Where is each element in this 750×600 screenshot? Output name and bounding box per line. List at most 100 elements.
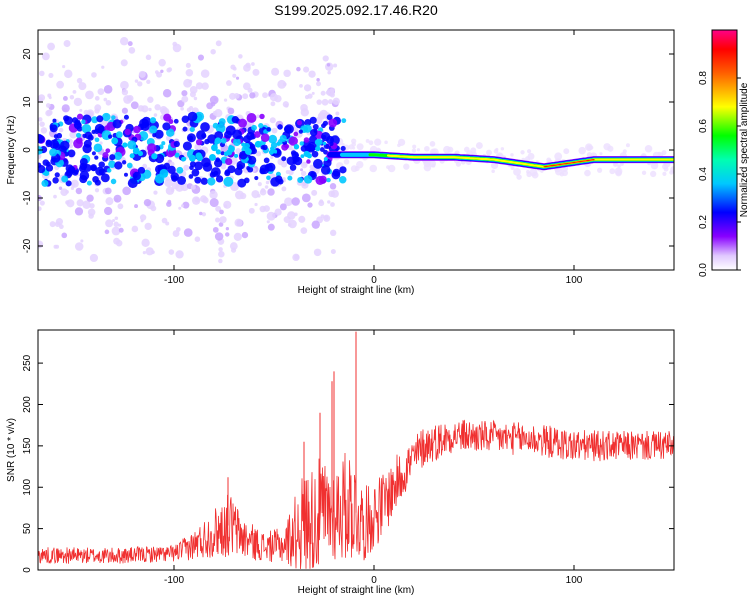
- signal-blob: [133, 125, 141, 134]
- signal-blob: [65, 180, 72, 187]
- noise-blob: [185, 62, 191, 68]
- noise-blob: [105, 219, 114, 228]
- signal-blob: [215, 149, 221, 155]
- noise-blob: [181, 90, 188, 97]
- ridge-band: [386, 154, 674, 168]
- signal-blob: [200, 177, 208, 185]
- colorbar-ticks: 0.0 0.2 0.4 0.6 0.8: [698, 71, 741, 277]
- signal-blob: [196, 154, 203, 162]
- noise-blob: [330, 202, 335, 207]
- signal-blob: [129, 153, 135, 159]
- colorbar-gradient: [712, 30, 737, 270]
- noise-blob: [154, 104, 161, 111]
- signal-blob: [247, 166, 254, 173]
- signal-blob: [341, 118, 347, 124]
- noise-blob: [142, 251, 146, 255]
- signal-blob: [319, 147, 325, 152]
- signal-blob: [214, 140, 219, 145]
- signal-blob: [266, 175, 271, 181]
- noise-blob: [225, 232, 230, 237]
- signal-blob: [319, 175, 327, 184]
- signal-blob: [176, 166, 184, 174]
- noise-blob: [267, 223, 275, 231]
- noise-blob: [316, 81, 321, 87]
- noise-blob: [241, 231, 249, 239]
- noise-blob: [146, 79, 151, 84]
- noise-blob: [158, 58, 166, 67]
- colorbar-frame: [711, 29, 738, 271]
- signal-blob: [304, 118, 312, 127]
- noise-blob: [235, 76, 240, 80]
- spectrogram-y-tick-label: 0: [22, 147, 33, 153]
- snr-panel: -100 0 100 0 50 100 150 200 250 Height of straig…: [6, 329, 675, 596]
- signal-blob: [188, 174, 194, 179]
- noise-blob: [172, 230, 180, 237]
- signal-blob: [175, 152, 180, 158]
- noise-blob: [311, 189, 318, 196]
- noise-blob: [82, 200, 91, 209]
- spectrogram-x-tick-label: -100: [164, 275, 184, 286]
- noise-blob: [256, 114, 260, 119]
- noise-blob: [238, 54, 243, 59]
- signal-blob: [127, 178, 138, 189]
- noise-blob: [233, 232, 242, 241]
- noise-blob: [64, 69, 73, 79]
- signal-blob: [127, 140, 137, 150]
- signal-blob: [213, 159, 223, 168]
- noise-blob: [375, 147, 381, 152]
- noise-blob: [319, 109, 329, 119]
- noise-blob: [662, 171, 667, 176]
- snr-line: [38, 419, 674, 569]
- snr-y-tick-label: 0: [22, 567, 33, 573]
- noise-blob: [281, 186, 287, 192]
- noise-blob: [134, 79, 139, 83]
- signal-blob: [75, 137, 83, 144]
- noise-blob: [49, 221, 56, 228]
- noise-blob: [62, 96, 68, 101]
- noise-blob: [121, 89, 129, 96]
- noise-blob: [175, 250, 184, 259]
- noise-blob: [56, 80, 65, 89]
- noise-blob: [307, 93, 313, 99]
- noise-blob: [147, 96, 154, 103]
- noise-blob: [134, 204, 138, 209]
- noise-blob: [291, 197, 300, 206]
- signal-blob: [182, 156, 187, 161]
- noise-blob: [350, 165, 358, 173]
- noise-blob: [97, 88, 105, 95]
- noise-blob: [219, 216, 227, 224]
- noise-blob: [189, 106, 194, 111]
- signal-blob: [270, 146, 275, 151]
- signal-blob: [91, 129, 96, 134]
- noise-blob: [303, 66, 310, 73]
- signal-blob: [52, 142, 61, 151]
- noise-blob: [101, 65, 105, 69]
- noise-blob: [85, 90, 94, 100]
- signal-blob: [309, 129, 318, 137]
- signal-blob: [81, 119, 86, 125]
- noise-blob: [300, 227, 308, 234]
- signal-blob: [339, 176, 347, 184]
- signal-blob: [149, 125, 158, 134]
- noise-blob: [48, 72, 54, 79]
- noise-blob: [555, 168, 563, 176]
- noise-blob: [644, 144, 653, 153]
- noise-blob: [190, 184, 196, 190]
- noise-blob: [279, 203, 287, 211]
- noise-blob: [199, 211, 203, 216]
- signal-blob: [259, 167, 266, 175]
- signal-blob: [109, 154, 116, 161]
- noise-blob: [374, 138, 382, 146]
- signal-blob: [152, 133, 157, 138]
- noise-blob: [76, 77, 83, 84]
- noise-blob: [369, 164, 378, 173]
- signal-blob: [245, 157, 249, 161]
- noise-blob: [72, 90, 77, 94]
- noise-blob: [215, 40, 222, 47]
- signal-blob: [253, 131, 261, 138]
- noise-blob: [74, 242, 84, 251]
- signal-blob: [328, 118, 338, 128]
- noise-blob: [55, 218, 64, 226]
- noise-blob: [247, 87, 253, 93]
- noise-blob: [271, 127, 278, 134]
